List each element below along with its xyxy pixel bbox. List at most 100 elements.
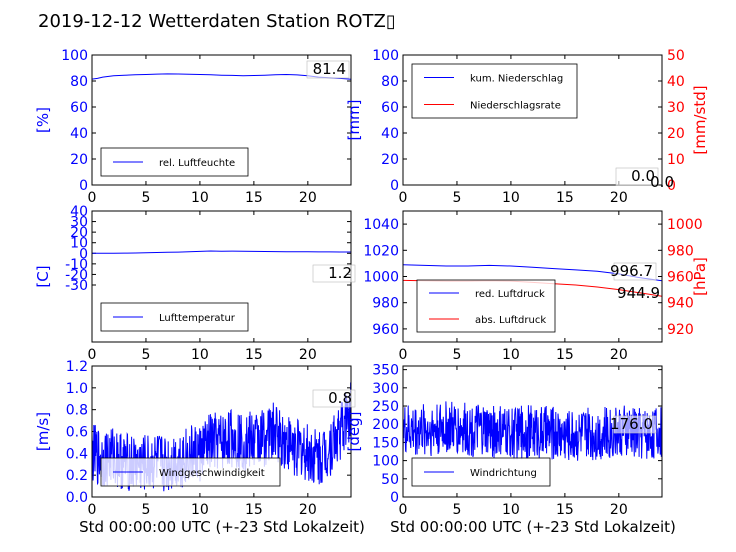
plot-frame — [91, 365, 352, 498]
x-tick-label: 15 — [245, 502, 263, 518]
plot-frame — [402, 210, 663, 343]
y-tick-label: 0.6 — [66, 425, 88, 441]
y-tick-label: 40 — [70, 204, 88, 220]
y2-axis-label: [mm/std] — [691, 85, 709, 154]
y-tick-label: 200 — [372, 417, 399, 433]
series-line-lufttemperatur — [92, 250, 351, 254]
x-tick-label: 0 — [88, 347, 97, 363]
y-tick-label: 1040 — [363, 217, 399, 233]
x-tick-label: 20 — [610, 190, 628, 206]
y-tick-label: 80 — [381, 74, 399, 90]
x-tick-label: 5 — [452, 190, 461, 206]
x-tick-label: 20 — [299, 347, 317, 363]
legend: rel. Luftfeuchte — [100, 147, 249, 177]
y-tick-label: 50 — [381, 472, 399, 488]
y2-tick-label: 920 — [667, 322, 694, 338]
legend-label: red. Luftdruck — [475, 289, 545, 300]
plot-frame — [402, 365, 663, 498]
y2-tick-label: 20 — [667, 126, 685, 142]
y-axis-label: [C] — [34, 265, 52, 287]
y-tick-label: 980 — [372, 296, 399, 312]
y-tick-label: 0 — [79, 178, 88, 194]
plot-frame — [402, 54, 663, 186]
legend-label: Niederschlagsrate — [470, 101, 561, 112]
y-tick-label: 100 — [372, 48, 399, 64]
y2-tick-label: 40 — [667, 74, 685, 90]
x-tick-label: 0 — [399, 190, 408, 206]
y-tick-label: 300 — [372, 381, 399, 397]
x-tick-label: 0 — [399, 347, 408, 363]
y-axis-label: [deg] — [345, 412, 363, 452]
legend-label: rel. Luftfeuchte — [159, 158, 235, 169]
x-tick-label: 5 — [452, 502, 461, 518]
x-axis-label-right: Std 00:00:00 UTC (+-23 Std Lokalzeit) — [390, 518, 676, 536]
legend-label: Windrichtung — [470, 468, 537, 479]
x-tick-label: 20 — [299, 190, 317, 206]
x-tick-label: 0 — [88, 502, 97, 518]
x-tick-label: 15 — [556, 190, 574, 206]
panel-wind_dir: 0 5 10 15 20050100150200250300350[deg]Windri… — [345, 363, 663, 518]
y-tick-label: 20 — [381, 152, 399, 168]
legend: kum. Niederschlag Niederschlagsrate — [411, 63, 578, 119]
x-tick-label: 5 — [141, 190, 150, 206]
y-tick-label: 0.2 — [66, 468, 88, 484]
annotation-value: 176.0 — [610, 415, 653, 433]
x-tick-label: 10 — [191, 347, 209, 363]
x-tick-label: 10 — [502, 347, 520, 363]
legend: Windgeschwindigkeit — [100, 457, 281, 487]
y-tick-label: 40 — [381, 126, 399, 142]
x-tick-label: 15 — [556, 502, 574, 518]
y-tick-label: 0.0 — [66, 490, 88, 506]
y-tick-label: 0.8 — [66, 403, 88, 419]
x-tick-label: 10 — [502, 190, 520, 206]
y-tick-label: 60 — [70, 100, 88, 116]
x-tick-label: 20 — [299, 502, 317, 518]
x-tick-label: 10 — [191, 502, 209, 518]
y-tick-label: 0 — [390, 490, 399, 506]
legend: Lufttemperatur — [100, 302, 249, 332]
y-tick-label: 20 — [70, 152, 88, 168]
y-tick-label: -10 — [65, 257, 88, 273]
y-tick-label: 100 — [61, 48, 88, 64]
y2-tick-label: 10 — [667, 152, 685, 168]
x-tick-label: 0 — [88, 190, 97, 206]
y-tick-label: 80 — [70, 74, 88, 90]
panel-wind_speed: 0 5 10 15 20 0.0 0.2 0.4 0.6 0.8 1.0 1.2 [m/s] Windge… — [34, 359, 356, 518]
y2-axis-label: [hPa] — [691, 257, 709, 296]
y-tick-label: 1.2 — [66, 359, 88, 375]
legend-label: Windgeschwindigkeit — [159, 468, 265, 479]
legend: red. Luftdruck abs. Luftdruck — [416, 279, 556, 333]
y2-tick-label: 30 — [667, 100, 685, 116]
y-tick-label: 0 — [390, 178, 399, 194]
x-tick-label: 0 — [399, 502, 408, 518]
x-tick-label: 15 — [245, 190, 263, 206]
y-tick-label: 960 — [372, 322, 399, 338]
annotation-value-secondary: 944.9 — [617, 284, 660, 302]
x-tick-label: 15 — [245, 347, 263, 363]
y-tick-label: 40 — [70, 126, 88, 142]
y-tick-label: 60 — [381, 100, 399, 116]
y-tick-label: -30 — [65, 278, 88, 294]
y-tick-label: 1.0 — [66, 381, 88, 397]
annotation-value: 0.0 — [631, 167, 655, 185]
y-tick-label: 0 — [79, 246, 88, 262]
x-axis-label-left: Std 00:00:00 UTC (+-23 Std Lokalzeit) — [79, 518, 365, 536]
y-tick-label: 350 — [372, 363, 399, 379]
y-axis-label: [%] — [34, 107, 52, 133]
y-tick-label: 100 — [372, 454, 399, 470]
x-tick-label: 5 — [452, 347, 461, 363]
y-axis-label: [mm] — [345, 100, 363, 141]
series-line-rel-luftfeuchte — [92, 73, 351, 80]
x-tick-label: 20 — [610, 347, 628, 363]
y2-tick-label: 980 — [667, 243, 694, 259]
y-tick-label: 10 — [70, 236, 88, 252]
y-tick-label: 30 — [70, 215, 88, 231]
y-tick-label: 0.4 — [66, 446, 88, 462]
legend-label: abs. Luftdruck — [475, 315, 546, 326]
annotation-value: 996.7 — [610, 262, 653, 280]
y-tick-label: 1000 — [363, 270, 399, 286]
annotation-value: 81.4 — [313, 60, 346, 78]
y-axis-label: [m/s] — [34, 412, 52, 451]
annotation-value: 1.2 — [328, 264, 352, 282]
panel-precip: 0 5 10 15 20 0 20 40 60 80 100 0 10 20 30 40 50 [mm/std] [… — [345, 48, 709, 206]
